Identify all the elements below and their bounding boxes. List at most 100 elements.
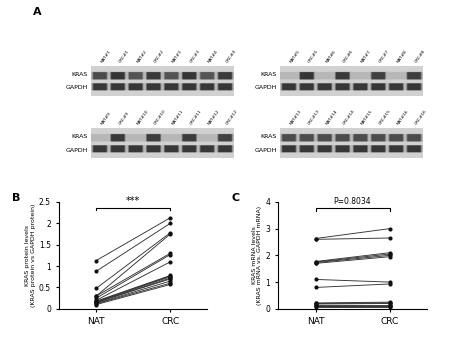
Point (92, 299, 100, 304)
Text: CRC#15: CRC#15 (378, 109, 392, 126)
Text: CRC#13: CRC#13 (307, 109, 320, 126)
Text: KRAS: KRAS (72, 134, 88, 139)
Text: GAPDH: GAPDH (255, 147, 277, 153)
Point (386, 305, 393, 310)
Point (312, 260, 319, 265)
Point (92, 301, 100, 306)
Point (312, 301, 319, 306)
Point (312, 303, 319, 309)
Point (166, 251, 174, 256)
Point (92, 295, 100, 301)
Point (166, 221, 174, 226)
Point (92, 299, 100, 305)
Point (386, 250, 393, 255)
Point (92, 258, 100, 263)
Point (386, 301, 393, 306)
Point (166, 252, 174, 257)
Text: CRC#1: CRC#1 (118, 49, 130, 64)
Text: CRC#3: CRC#3 (190, 49, 201, 64)
Point (166, 275, 174, 281)
Text: NAT#7: NAT#7 (361, 49, 373, 64)
Text: B: B (12, 193, 20, 203)
Y-axis label: KRAS protein levels
(KRAS protein vs GAPDH protein): KRAS protein levels (KRAS protein vs GAP… (25, 204, 36, 307)
Text: GAPDH: GAPDH (65, 147, 88, 153)
Text: NAT#5: NAT#5 (289, 49, 301, 64)
Text: P=0.8034: P=0.8034 (334, 197, 371, 206)
Point (92, 302, 100, 307)
Text: NAT#14: NAT#14 (325, 109, 338, 126)
Point (386, 235, 393, 241)
Point (166, 278, 174, 284)
Text: CRC#2: CRC#2 (154, 49, 166, 64)
Point (92, 293, 100, 299)
Text: NAT#12: NAT#12 (207, 109, 220, 126)
Point (166, 276, 174, 282)
Text: KRAS: KRAS (261, 134, 277, 139)
Text: GAPDH: GAPDH (65, 85, 88, 91)
Text: CRC#9: CRC#9 (118, 111, 130, 126)
Point (312, 236, 319, 241)
Point (386, 302, 393, 307)
Point (166, 259, 174, 264)
Point (166, 282, 174, 287)
Point (92, 286, 100, 291)
Text: CRC#14: CRC#14 (343, 109, 356, 126)
Point (312, 301, 319, 307)
Text: CRC#11: CRC#11 (190, 109, 203, 126)
Point (166, 231, 174, 237)
Text: NAT#16: NAT#16 (396, 109, 410, 126)
Point (166, 274, 174, 280)
Text: KRAS: KRAS (261, 71, 277, 77)
Text: NAT#3: NAT#3 (172, 49, 183, 64)
Text: C: C (231, 193, 239, 203)
Text: NAT#2: NAT#2 (136, 49, 148, 64)
Point (166, 215, 174, 220)
Point (92, 300, 100, 305)
Text: CRC#12: CRC#12 (225, 109, 238, 126)
Point (312, 305, 319, 310)
Text: CRC#5: CRC#5 (307, 49, 319, 64)
Text: NAT#4: NAT#4 (207, 49, 219, 64)
Point (386, 226, 393, 231)
Point (166, 273, 174, 279)
Y-axis label: KRAS mRNA levels
(KRAS mRNA vs. GAPDH mRNA): KRAS mRNA levels (KRAS mRNA vs. GAPDH mR… (252, 206, 263, 305)
Text: ***: *** (126, 196, 140, 206)
Point (92, 298, 100, 304)
Text: NAT#9: NAT#9 (100, 111, 112, 126)
Text: CRC#16: CRC#16 (414, 109, 428, 126)
Text: CRC#10: CRC#10 (154, 109, 167, 126)
Text: A: A (33, 7, 41, 17)
Point (386, 253, 393, 258)
Point (312, 285, 319, 290)
Point (386, 281, 393, 287)
Point (312, 302, 319, 307)
Point (166, 273, 174, 278)
Point (92, 293, 100, 299)
Text: GAPDH: GAPDH (255, 85, 277, 91)
Text: CRC#7: CRC#7 (378, 49, 391, 64)
Text: NAT#15: NAT#15 (361, 109, 374, 126)
Point (166, 230, 174, 236)
Point (386, 303, 393, 309)
Text: CRC#8: CRC#8 (414, 49, 426, 64)
Text: NAT#10: NAT#10 (136, 109, 149, 126)
Point (386, 279, 393, 285)
Point (312, 300, 319, 306)
Point (312, 259, 319, 265)
Point (386, 299, 393, 305)
Point (92, 300, 100, 305)
Text: NAT#13: NAT#13 (289, 109, 303, 126)
Point (312, 261, 319, 266)
Text: NAT#11: NAT#11 (172, 109, 185, 126)
Point (312, 277, 319, 282)
Point (92, 269, 100, 274)
Text: CRC#4: CRC#4 (225, 49, 237, 64)
Point (166, 280, 174, 286)
Point (386, 254, 393, 260)
Point (92, 297, 100, 303)
Text: CRC#6: CRC#6 (343, 49, 355, 64)
Point (312, 237, 319, 242)
Point (312, 303, 319, 308)
Text: NAT#1: NAT#1 (100, 49, 112, 64)
Point (92, 301, 100, 306)
